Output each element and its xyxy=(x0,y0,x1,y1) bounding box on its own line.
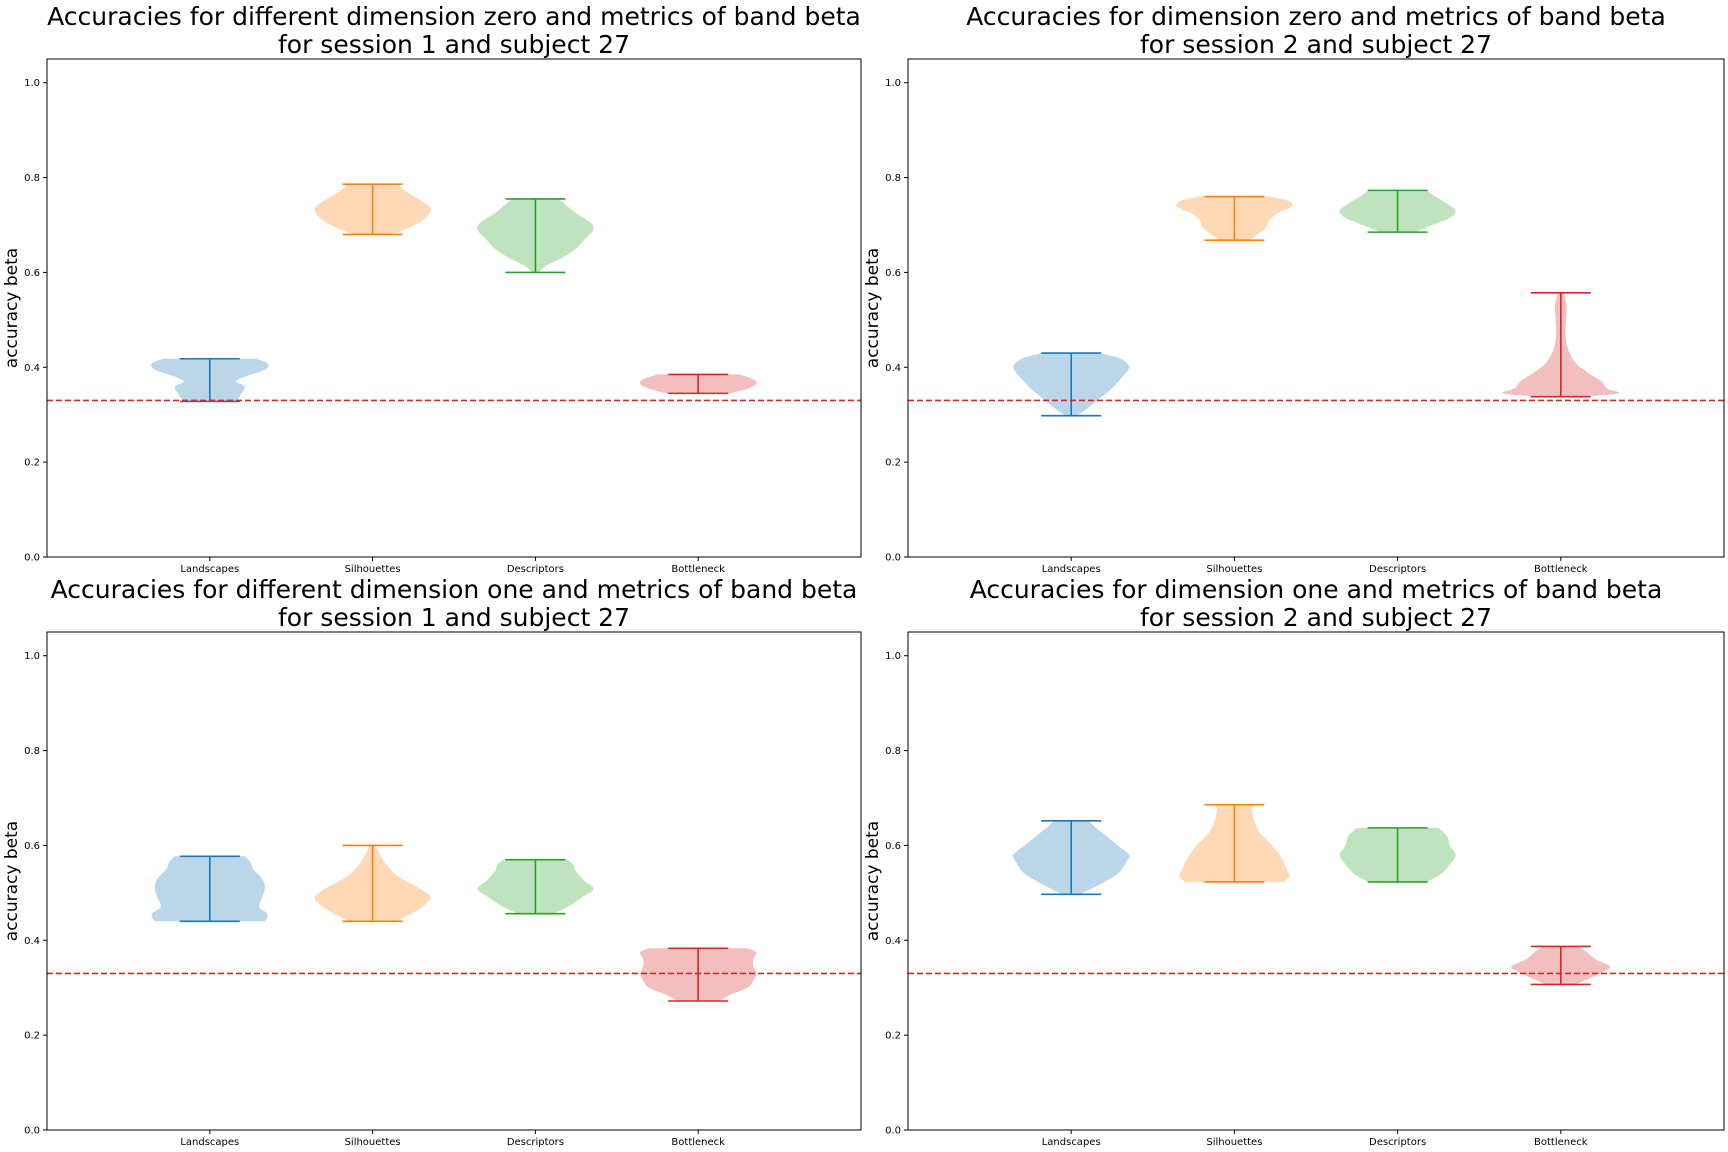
axes-frame xyxy=(907,58,1725,558)
x-tick-label: Bottleneck xyxy=(671,1137,725,1148)
chart-title-line: Accuracies for different dimension zero … xyxy=(47,2,861,31)
y-tick-label: 0.4 xyxy=(24,363,40,374)
y-tick-label: 0.0 xyxy=(24,553,40,564)
y-tick-label: 0.0 xyxy=(885,1126,901,1137)
x-tick-label: Descriptors xyxy=(507,564,564,575)
x-tick-label: Landscapes xyxy=(1042,564,1101,575)
y-tick-label: 1.0 xyxy=(885,651,901,662)
y-tick-label: 0.0 xyxy=(24,1126,40,1137)
y-tick-label: 0.4 xyxy=(885,936,901,947)
y-tick-label: 0.6 xyxy=(24,268,40,279)
y-tick-label: 0.0 xyxy=(885,553,901,564)
chart-title-line: Accuracies for dimension zero and metric… xyxy=(966,2,1666,31)
chart-title-line: Accuracies for dimension one and metrics… xyxy=(970,575,1663,604)
y-tick-label: 0.4 xyxy=(24,936,40,947)
axes-frame xyxy=(907,631,1725,1131)
x-tick-label: Descriptors xyxy=(1369,1137,1426,1148)
y-tick-label: 0.8 xyxy=(885,746,901,757)
y-tick-label: 0.2 xyxy=(885,458,901,469)
y-axis-label: accuracy beta xyxy=(2,821,22,941)
y-tick-label: 0.8 xyxy=(24,746,40,757)
x-tick-label: Silhouettes xyxy=(345,564,401,575)
y-tick-label: 0.2 xyxy=(24,458,40,469)
x-tick-label: Landscapes xyxy=(180,1137,239,1148)
chart-title-line: for session 1 and subject 27 xyxy=(278,603,630,632)
x-tick-label: Bottleneck xyxy=(671,564,725,575)
y-axis-label: accuracy beta xyxy=(863,248,883,368)
y-tick-label: 0.6 xyxy=(885,841,901,852)
x-tick-label: Silhouettes xyxy=(1206,1137,1262,1148)
y-tick-label: 1.0 xyxy=(24,78,40,89)
x-tick-label: Silhouettes xyxy=(345,1137,401,1148)
x-tick-label: Landscapes xyxy=(1042,1137,1101,1148)
axes-frame xyxy=(46,631,862,1131)
y-tick-label: 0.8 xyxy=(24,173,40,184)
x-tick-label: Bottleneck xyxy=(1534,1137,1588,1148)
chart-title-line: for session 2 and subject 27 xyxy=(1140,30,1492,59)
chart-panel-3: Accuracies for different dimension one a… xyxy=(2,575,862,1148)
chart-panel-1: Accuracies for different dimension zero … xyxy=(2,2,862,575)
x-tick-label: Descriptors xyxy=(507,1137,564,1148)
chart-title-line: for session 1 and subject 27 xyxy=(278,30,630,59)
axes-frame xyxy=(46,58,862,558)
y-tick-label: 1.0 xyxy=(885,78,901,89)
x-tick-label: Landscapes xyxy=(180,564,239,575)
y-axis-label: accuracy beta xyxy=(2,248,22,368)
y-tick-label: 0.6 xyxy=(24,841,40,852)
y-tick-label: 0.8 xyxy=(885,173,901,184)
y-tick-label: 0.2 xyxy=(885,1031,901,1042)
y-tick-label: 0.6 xyxy=(885,268,901,279)
x-tick-label: Descriptors xyxy=(1369,564,1426,575)
chart-title-line: Accuracies for different dimension one a… xyxy=(51,575,858,604)
chart-panel-2: Accuracies for dimension zero and metric… xyxy=(863,2,1725,575)
chart-panel-4: Accuracies for dimension one and metrics… xyxy=(863,575,1725,1148)
chart-title-line: for session 2 and subject 27 xyxy=(1140,603,1492,632)
x-tick-label: Bottleneck xyxy=(1534,564,1588,575)
x-tick-label: Silhouettes xyxy=(1206,564,1262,575)
y-tick-label: 0.2 xyxy=(24,1031,40,1042)
y-axis-label: accuracy beta xyxy=(863,821,883,941)
y-tick-label: 0.4 xyxy=(885,363,901,374)
y-tick-label: 1.0 xyxy=(24,651,40,662)
